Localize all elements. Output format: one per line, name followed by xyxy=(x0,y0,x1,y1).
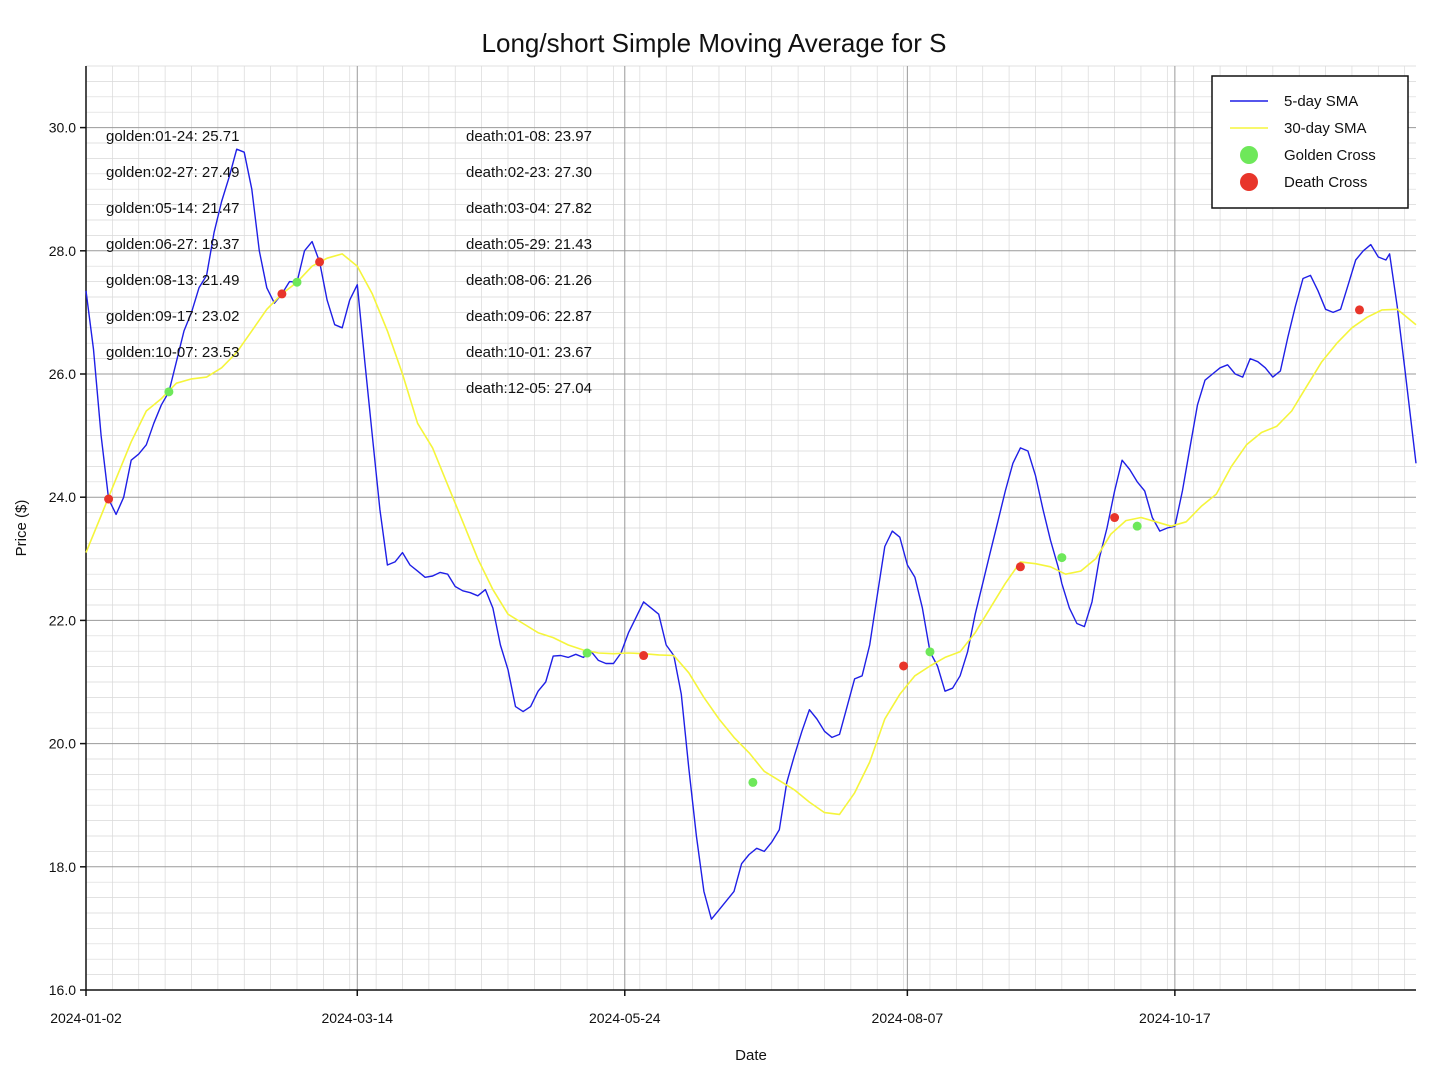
death-cross-point xyxy=(899,661,909,671)
y-tick-label: 20.0 xyxy=(49,736,76,752)
golden-cross-point xyxy=(292,277,302,287)
annotations-layer: golden:01-24: 25.71 golden:02-27: 27.49 go… xyxy=(106,128,592,397)
series-line-sma30 xyxy=(85,253,1417,816)
x-tick-label: 2024-10-17 xyxy=(1139,1010,1211,1026)
chart-title: Long/short Simple Moving Average for S xyxy=(482,28,947,58)
death-cross-point xyxy=(277,289,287,299)
golden-cross-point xyxy=(1057,553,1067,563)
x-tick-label: 2024-05-24 xyxy=(589,1010,661,1026)
y-axis-label: Price ($) xyxy=(13,500,30,557)
legend-swatch-marker xyxy=(1240,146,1258,164)
golden-annotation: golden:06-27: 19.37 xyxy=(106,236,239,253)
y-tick-label: 28.0 xyxy=(49,243,76,259)
golden-annotation: golden:09-17: 23.02 xyxy=(106,308,239,325)
x-tick-label: 2024-03-14 xyxy=(321,1010,393,1026)
series-line-sma5 xyxy=(85,148,1417,920)
y-tick-label: 22.0 xyxy=(49,612,76,628)
golden-cross-point xyxy=(164,387,174,397)
x-tick-label: 2024-08-07 xyxy=(872,1010,944,1026)
y-tick-label: 30.0 xyxy=(49,120,76,136)
golden-cross-point xyxy=(1132,521,1142,531)
death-annotation: death:10-01: 23.67 xyxy=(466,344,592,361)
y-tick-label: 16.0 xyxy=(49,982,76,998)
death-annotation: death:02-23: 27.30 xyxy=(466,164,592,181)
death-annotation: death:09-06: 22.87 xyxy=(466,308,592,325)
x-tick-label: 2024-01-02 xyxy=(50,1010,122,1026)
axes: 16.0 18.0 20.0 22.0 24.0 26.0 28.0 30.0 2024-01-… xyxy=(49,66,1416,1026)
grid xyxy=(85,65,1416,991)
golden-annotation: golden:01-24: 25.71 xyxy=(106,128,239,145)
golden-cross-point xyxy=(582,648,592,658)
legend-label: Death Cross xyxy=(1284,174,1367,191)
legend-swatch-marker xyxy=(1240,173,1258,191)
golden-annotation: golden:10-07: 23.53 xyxy=(106,344,239,361)
legend-label: 30-day SMA xyxy=(1284,120,1367,137)
golden-cross-point xyxy=(748,777,758,787)
x-axis-label: Date xyxy=(735,1047,767,1064)
death-cross-point xyxy=(1015,562,1025,572)
death-cross-point xyxy=(1110,513,1120,523)
y-tick-label: 18.0 xyxy=(49,859,76,875)
death-cross-point xyxy=(104,494,114,504)
death-annotation: death:08-06: 21.26 xyxy=(466,272,592,289)
markers-layer xyxy=(104,257,1364,787)
y-tick-label: 24.0 xyxy=(49,489,76,505)
golden-annotation: golden:08-13: 21.49 xyxy=(106,272,239,289)
golden-annotation: golden:02-27: 27.49 xyxy=(106,164,239,181)
death-cross-point xyxy=(1354,305,1364,315)
death-annotation: death:03-04: 27.82 xyxy=(466,200,592,217)
death-annotation: death:01-08: 23.97 xyxy=(466,128,592,145)
legend-label: 5-day SMA xyxy=(1284,93,1358,110)
legend-label: Golden Cross xyxy=(1284,147,1376,164)
death-cross-point xyxy=(639,651,649,661)
golden-cross-point xyxy=(925,647,935,657)
legend: 5-day SMA 30-day SMA Golden Cross Death Cro… xyxy=(1211,75,1409,209)
series-layer xyxy=(85,148,1417,920)
golden-annotation: golden:05-14: 21.47 xyxy=(106,200,239,217)
death-annotation: death:12-05: 27.04 xyxy=(466,380,592,397)
death-cross-point xyxy=(315,257,325,267)
y-tick-label: 26.0 xyxy=(49,366,76,382)
death-annotation: death:05-29: 21.43 xyxy=(466,236,592,253)
